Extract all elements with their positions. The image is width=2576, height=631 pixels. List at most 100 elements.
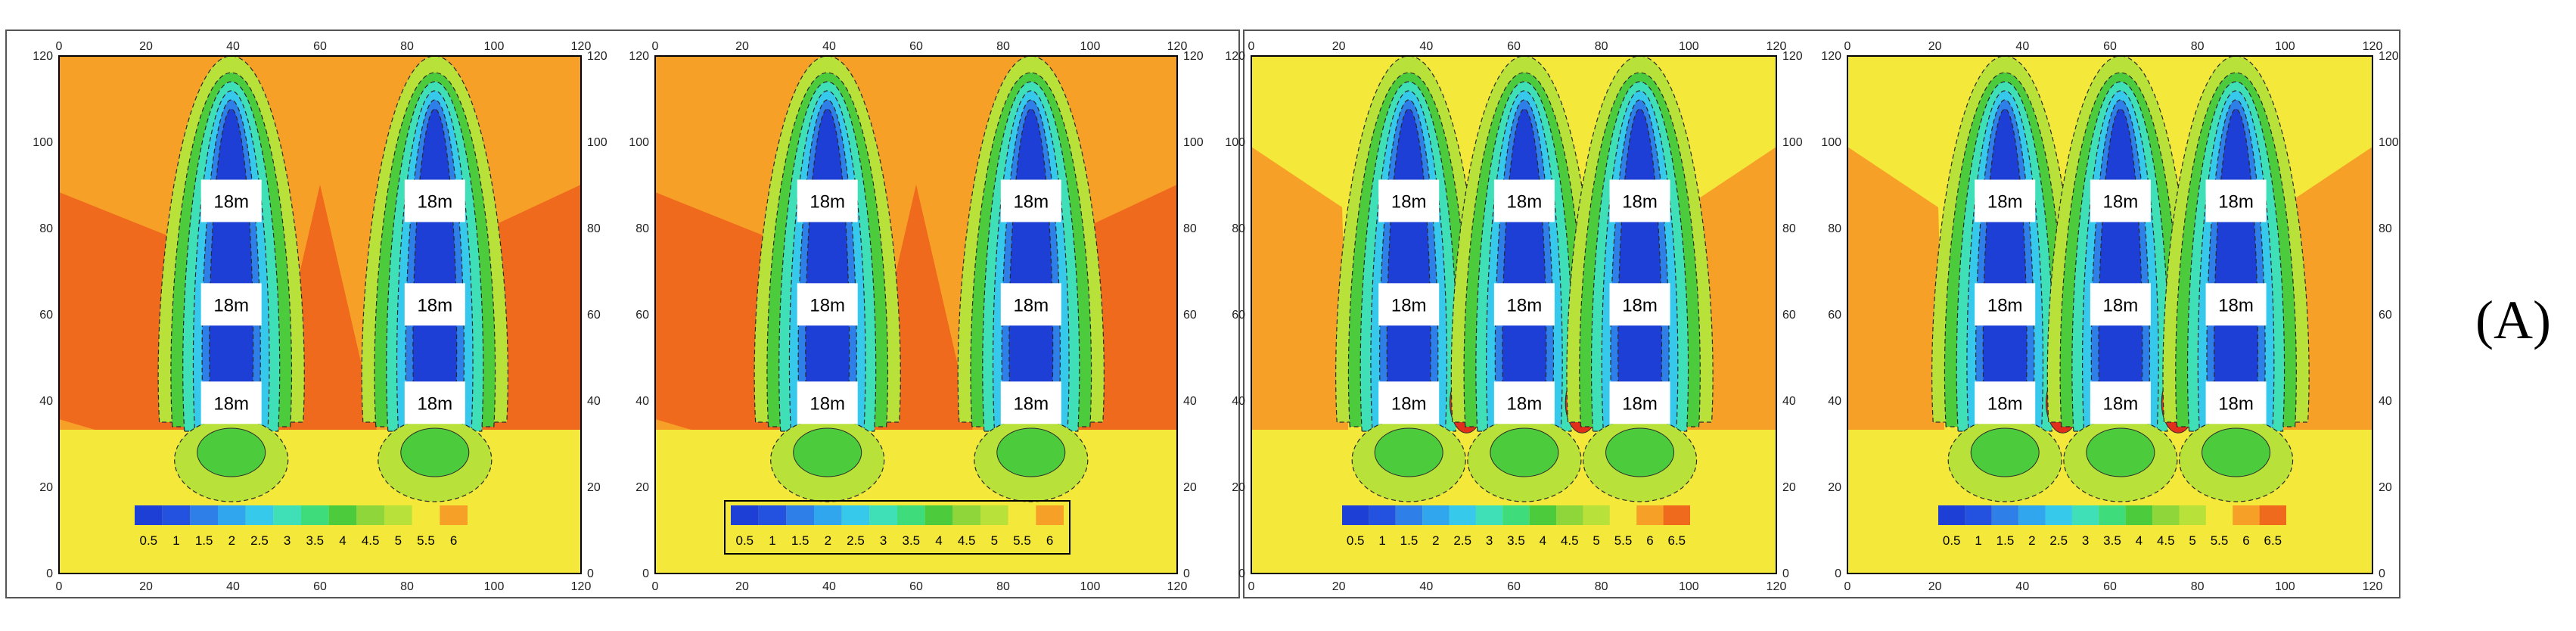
legend-swatch	[1449, 505, 1476, 525]
legend-label: 0.5	[1347, 533, 1365, 548]
legend-label: 5	[1593, 533, 1599, 548]
right-tick-label: 40	[1782, 395, 1796, 408]
legend-label: 2.5	[847, 533, 865, 548]
legend-label: 4	[339, 533, 346, 548]
legend-label: 4	[935, 533, 942, 548]
legend-label: 4	[2136, 533, 2143, 548]
legend-swatch	[2125, 505, 2153, 525]
left-tick-label: 120	[33, 50, 53, 63]
building-block	[200, 283, 262, 326]
legend-swatch	[841, 505, 870, 525]
panel-label: (A)	[2475, 290, 2551, 350]
right-tick-label: 100	[1183, 136, 1204, 149]
left-tick-label: 0	[46, 567, 53, 580]
left-tick-label: 60	[39, 309, 53, 322]
left-tick-label: 60	[1232, 309, 1245, 322]
building-block	[1609, 179, 1670, 222]
legend-label: 3.5	[2103, 533, 2121, 548]
legend-swatch	[412, 505, 440, 525]
building-block	[1000, 283, 1061, 326]
top-tick-label: 40	[226, 40, 240, 53]
legend-label: 4	[1540, 533, 1546, 548]
legend-swatch	[2259, 505, 2286, 525]
building-label: 18m	[1507, 295, 1543, 316]
bottom-tick-label: 120	[571, 580, 592, 593]
top-tick-label: 40	[2015, 40, 2029, 53]
bottom-tick-label: 20	[735, 580, 749, 593]
top-tick-label: 100	[1080, 40, 1101, 53]
legend-label: 6	[1046, 533, 1053, 548]
building-block	[1000, 179, 1061, 222]
legend-frame	[724, 500, 1070, 555]
building-label: 18m	[1507, 192, 1543, 213]
bottom-tick-label: 40	[1419, 580, 1433, 593]
legend-label: 5	[991, 533, 998, 548]
legend-swatch	[1529, 505, 1557, 525]
building-block	[797, 283, 858, 326]
left-tick-label: 120	[1225, 50, 1245, 63]
panel-3: 18m 18m 18m 18m 18m 18m 18m 18m 18m 0.5 1 1.5 2 2.5 3 3…	[1225, 40, 1803, 593]
top-tick-label: 0	[1248, 40, 1255, 53]
building-label: 18m	[2218, 192, 2254, 213]
legend-label: 3.5	[306, 533, 325, 548]
building-block	[1378, 283, 1440, 326]
top-tick-label: 60	[1507, 40, 1521, 53]
legend-label: 4.5	[958, 533, 976, 548]
top-tick-label: 100	[1679, 40, 1699, 53]
right-tick-label: 120	[587, 50, 607, 63]
bottom-tick-label: 80	[996, 580, 1010, 593]
legend-label: 5	[2189, 533, 2195, 548]
building-label: 18m	[1391, 295, 1427, 316]
left-tick-label: 40	[39, 395, 53, 408]
inflow-contour	[2202, 427, 2271, 477]
inflow-zone	[59, 430, 581, 573]
building-label: 18m	[1987, 393, 2023, 414]
legend-label: 5.5	[2211, 533, 2229, 548]
legend-label: 3	[1486, 533, 1493, 548]
bottom-tick-label: 20	[139, 580, 153, 593]
bottom-tick-label: 120	[1767, 580, 1787, 593]
building-label: 18m	[417, 393, 452, 414]
bottom-tick-label: 60	[2103, 580, 2117, 593]
building-block	[2205, 381, 2267, 424]
right-tick-label: 80	[1183, 222, 1197, 235]
legend-swatch	[135, 505, 163, 525]
left-tick-label: 100	[1821, 136, 1841, 149]
legend-swatch	[1008, 505, 1036, 525]
contour-plot: 18m 18m 18m 18m 18m 18m	[655, 56, 1177, 573]
contour-plot: 18m 18m 18m 18m 18m 18m 18m 18m 18m	[1251, 56, 1776, 573]
legend-swatch	[1502, 505, 1530, 525]
high-speed-zone	[655, 192, 784, 457]
panel-border	[1847, 55, 2373, 574]
high-speed-zone	[1847, 147, 1946, 480]
inflow-contour	[197, 427, 266, 477]
bottom-tick-label: 60	[909, 580, 923, 593]
top-tick-label: 100	[484, 40, 505, 53]
legend-swatch	[218, 505, 246, 525]
inflow-contour	[2086, 427, 2155, 477]
right-tick-label: 100	[2379, 136, 2399, 149]
building-label: 18m	[417, 295, 452, 316]
building-block	[2090, 381, 2151, 424]
left-tick-label: 100	[33, 136, 53, 149]
contour-plot: 18m 18m 18m 18m 18m 18m 18m 18m 18m	[1847, 56, 2372, 573]
legend-swatch	[162, 505, 191, 525]
legend-swatch	[440, 505, 468, 525]
building-block	[2205, 283, 2267, 326]
legend-label: 2	[825, 533, 831, 548]
top-tick-label: 120	[2363, 40, 2383, 53]
top-tick-label: 0	[652, 40, 659, 53]
left-tick-label: 60	[1828, 309, 1841, 322]
legend-label: 3	[284, 533, 291, 548]
right-tick-label: 20	[2379, 481, 2392, 494]
bottom-tick-label: 0	[652, 580, 659, 593]
building-block	[2090, 179, 2151, 222]
building-label: 18m	[1622, 295, 1658, 316]
legend-label: 1.5	[195, 533, 213, 548]
bottom-tick-label: 40	[226, 580, 240, 593]
building-label: 18m	[1987, 192, 2023, 213]
right-tick-label: 20	[1183, 481, 1197, 494]
right-tick-label: 40	[2379, 395, 2392, 408]
legend-swatch	[1369, 505, 1396, 525]
building-label: 18m	[2218, 393, 2254, 414]
